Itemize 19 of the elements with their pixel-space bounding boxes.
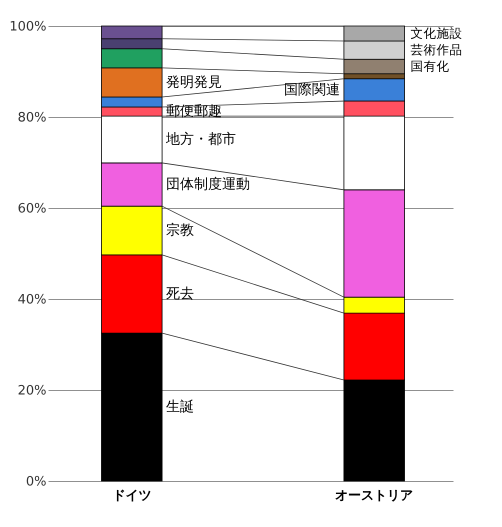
- series-label: 団体制度運動: [166, 176, 250, 193]
- y-tick-label: 40%: [18, 292, 46, 308]
- y-tick-label: 100%: [9, 20, 46, 34]
- x-tick-label: ドイツ: [112, 488, 152, 504]
- y-tick-label: 0%: [26, 474, 46, 490]
- series-label: 国際関連: [284, 82, 340, 98]
- series-label: 文化施設: [410, 26, 463, 41]
- series-label: 地方・都市: [165, 132, 236, 148]
- series-label: 芸術作品: [410, 42, 463, 58]
- series-label: 生誕: [166, 399, 194, 416]
- y-tick-label: 20%: [18, 384, 46, 398]
- series-label: 宗教: [166, 222, 194, 239]
- series-label: 死去: [166, 286, 194, 302]
- series-label: 発明発見: [166, 74, 222, 90]
- y-tick-label: 60%: [18, 202, 46, 216]
- y-tick-label: 80%: [18, 110, 46, 126]
- series-label: 国有化: [410, 58, 450, 74]
- x-tick-label: オーストリア: [335, 488, 414, 504]
- series-label: 郵便郵趣: [166, 104, 222, 120]
